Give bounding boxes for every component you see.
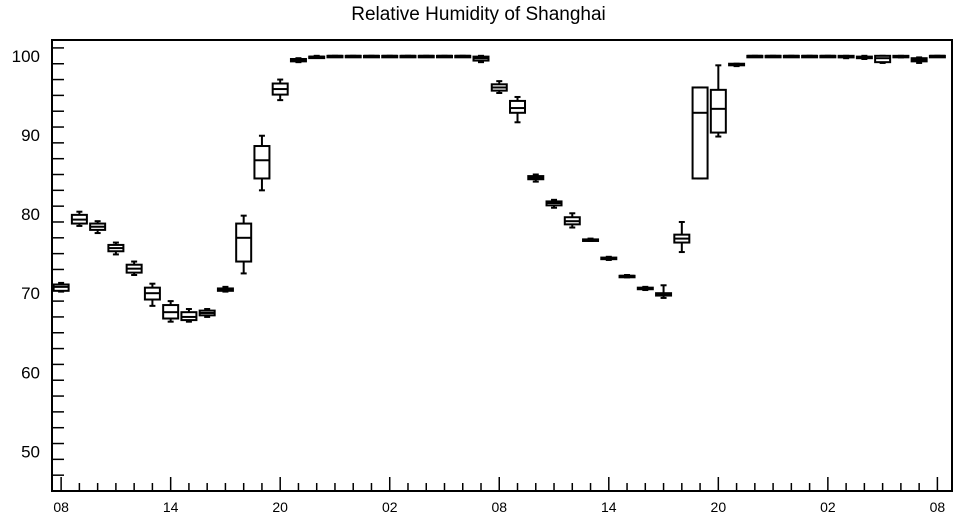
plot-frame [51, 39, 953, 492]
box-hour-43 [837, 54, 855, 60]
box-iqr [235, 222, 253, 263]
box-hour-19 [399, 54, 417, 59]
y-tick-label: 60 [21, 363, 40, 382]
box-hour-21 [435, 54, 453, 59]
box-hour-46 [892, 54, 910, 59]
box-hour-17 [362, 54, 380, 59]
x-tick-label: 08 [930, 499, 946, 515]
box-hour-36 [709, 64, 727, 138]
x-axis: 08 14 20 02 08 14 20 02 08 [53, 477, 945, 515]
box-hour-5 [143, 282, 161, 307]
box-hour-20 [417, 54, 435, 59]
box-hour-29 [582, 237, 600, 242]
box-hour-11 [253, 134, 271, 192]
box-hour-38 [746, 54, 764, 59]
box-hour-39 [764, 54, 782, 59]
box-hour-28 [563, 212, 581, 229]
x-tick-label: 08 [53, 499, 69, 515]
box-hour-47 [910, 56, 928, 64]
box-hour-22 [454, 54, 472, 59]
box-hour-41 [801, 54, 819, 59]
box-hour-1 [70, 210, 88, 227]
chart-title: Relative Humidity of Shanghai [351, 4, 606, 25]
box-hour-3 [107, 241, 125, 256]
box-hour-45 [874, 54, 892, 64]
box-iqr [691, 86, 709, 180]
x-tick-label: 14 [601, 499, 617, 515]
x-tick-label: 20 [272, 499, 288, 515]
y-tick-label: 70 [21, 284, 40, 303]
box-hour-10 [235, 214, 253, 275]
box-hour-27 [545, 198, 563, 209]
x-tick-label: 08 [491, 499, 507, 515]
box-hour-30 [600, 255, 618, 261]
box-hour-2 [89, 220, 107, 235]
box-hour-25 [509, 95, 527, 124]
box-hour-14 [308, 54, 326, 60]
x-tick-label: 02 [382, 499, 398, 515]
box-hour-33 [655, 284, 673, 299]
y-tick-label: 90 [21, 126, 40, 145]
box-hour-9 [216, 285, 234, 293]
box-hour-37 [728, 62, 746, 68]
box-hour-42 [819, 54, 837, 59]
box-hour-12 [271, 78, 289, 102]
box-hour-44 [855, 54, 873, 60]
box-hour-16 [344, 54, 362, 59]
x-tick-label: 02 [820, 499, 836, 515]
box-hour-8 [198, 308, 216, 318]
box-hour-0 [52, 281, 70, 293]
y-tick-label: 80 [21, 205, 40, 224]
x-tick-label: 14 [163, 499, 179, 515]
box-hour-4 [125, 260, 143, 276]
x-tick-label: 20 [711, 499, 727, 515]
box-series [52, 54, 946, 323]
box-hour-34 [673, 220, 691, 254]
box-hour-7 [180, 308, 198, 323]
box-hour-40 [782, 54, 800, 59]
box-iqr [253, 145, 271, 180]
box-hour-15 [326, 54, 344, 59]
y-tick-label: 100 [12, 47, 40, 66]
box-iqr [709, 88, 727, 134]
box-hour-32 [636, 285, 654, 292]
box-hour-13 [289, 57, 307, 64]
y-tick-label: 50 [21, 442, 40, 461]
box-hour-24 [490, 80, 508, 95]
box-hour-48 [928, 54, 946, 59]
box-hour-26 [527, 173, 545, 183]
box-hour-23 [472, 54, 490, 64]
box-hour-31 [618, 273, 636, 279]
y-axis: 50 60 70 80 90 100 [12, 47, 64, 492]
box-hour-6 [162, 300, 180, 323]
box-hour-18 [381, 54, 399, 59]
box-hour-35 [691, 86, 709, 180]
box-iqr [509, 99, 527, 114]
